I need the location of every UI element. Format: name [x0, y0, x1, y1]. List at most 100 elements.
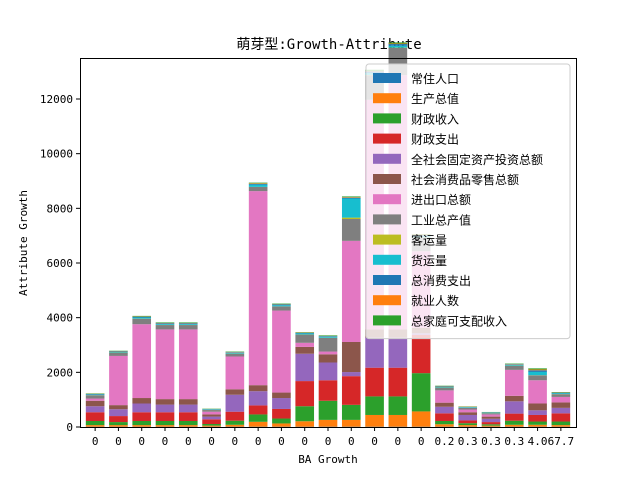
- bar-segment: [458, 425, 478, 427]
- legend-label: 工业总产值: [411, 212, 471, 227]
- bar-segment: [85, 394, 105, 396]
- bar-segment: [318, 351, 338, 355]
- x-tick-label: 0: [255, 435, 262, 448]
- bar-segment: [248, 391, 268, 406]
- bar-segment: [248, 184, 268, 187]
- bar-segment: [132, 316, 152, 318]
- bar-segment: [109, 425, 128, 427]
- bar-segment: [528, 421, 547, 425]
- bar-segment: [341, 217, 361, 219]
- bar-segment: [551, 394, 571, 397]
- bar-segment: [504, 364, 524, 365]
- bar-segment: [481, 422, 501, 425]
- y-tick-label: 8000: [47, 202, 74, 215]
- bar-segment: [388, 337, 408, 368]
- bar-segment: [341, 419, 361, 427]
- bar-segment: [365, 367, 384, 397]
- bar-segment: [132, 324, 152, 399]
- x-tick-label: 0: [208, 435, 215, 448]
- bar-segment: [341, 240, 361, 342]
- x-tick-label: 0.3: [458, 435, 478, 448]
- bar-segment: [248, 421, 268, 427]
- bar-segment: [109, 405, 128, 410]
- legend-swatch: [373, 113, 401, 124]
- x-tick-label: 0: [371, 435, 378, 448]
- bar-segment: [248, 405, 268, 415]
- bar-segment: [295, 334, 315, 343]
- bar-segment: [458, 412, 478, 415]
- legend-swatch: [373, 194, 401, 205]
- bar-segment: [248, 183, 268, 185]
- bar-segment: [458, 420, 478, 424]
- bar-segment: [248, 182, 268, 184]
- bar-segment: [318, 335, 338, 336]
- bar-segment: [411, 334, 431, 374]
- bar-segment: [504, 364, 524, 366]
- bar-segment: [202, 416, 221, 420]
- legend-label: 总家庭可支配收入: [411, 313, 507, 328]
- bar-segment: [435, 386, 454, 387]
- bar-segment: [272, 398, 291, 409]
- x-axis-label: BA Growth: [298, 453, 358, 466]
- legend: 常住人口生产总值财政收入财政支出全社会固定资产投资总额社会消费品零售总额进出口总…: [365, 63, 571, 340]
- bar-segment: [272, 306, 291, 311]
- legend-swatch: [373, 254, 401, 265]
- bar-segment: [225, 352, 245, 353]
- y-tick-label: 6000: [47, 257, 74, 270]
- bar-segment: [435, 406, 454, 414]
- x-axis: 0 0 0 0 0 0 0 0 0 0 0 0 0 0 0 0.2 0.3 0.3 0.3 4.0 67.7: [92, 427, 574, 448]
- x-tick-label: 0: [115, 435, 122, 448]
- legend-swatch: [373, 234, 401, 245]
- bar-segment: [551, 421, 571, 426]
- chart-title: 萌芽型:Growth-Attribute: [236, 37, 421, 53]
- bar-segment: [132, 425, 152, 427]
- x-tick-label: 0: [301, 435, 308, 448]
- x-tick-label: 0: [92, 435, 99, 448]
- bar-segment: [272, 423, 291, 427]
- bar-segment: [318, 336, 338, 337]
- bar-segment: [295, 421, 315, 427]
- bar-segment: [341, 376, 361, 405]
- bar-segment: [225, 356, 245, 390]
- bar-segment: [435, 386, 454, 388]
- bar-segment: [202, 425, 221, 427]
- bar-segment: [178, 404, 198, 413]
- bar-segment: [318, 337, 338, 352]
- bar-segment: [388, 44, 408, 46]
- bar-segment: [551, 402, 571, 408]
- bar-segment: [85, 395, 105, 399]
- bar-segment: [202, 409, 221, 410]
- bar-segment: [365, 414, 384, 427]
- bar-segment: [272, 310, 291, 393]
- legend-label: 就业人数: [411, 293, 459, 308]
- bar-segment: [551, 392, 571, 394]
- bar-segment: [132, 317, 152, 319]
- bar-segment: [109, 351, 128, 352]
- bar-segment: [132, 412, 152, 421]
- legend-label: 财政收入: [411, 112, 459, 126]
- legend-label: 常住人口: [411, 72, 459, 86]
- bar-segment: [85, 400, 105, 407]
- x-tick-label: 0.3: [481, 435, 501, 448]
- bar-segment: [155, 322, 175, 323]
- bar-segment: [109, 352, 128, 356]
- bar-segment: [295, 353, 315, 382]
- legend-label: 客运量: [411, 233, 447, 248]
- bar-segment: [225, 353, 245, 357]
- bar-segment: [318, 354, 338, 363]
- bar-segment: [341, 197, 361, 198]
- bar-segment: [85, 412, 105, 421]
- legend-swatch: [373, 153, 401, 164]
- bar-segment: [388, 414, 408, 427]
- bar-segment: [155, 325, 175, 330]
- legend-swatch: [373, 295, 401, 306]
- bar-segment: [528, 414, 547, 422]
- bar-segment: [365, 396, 384, 415]
- y-tick-label: 2000: [47, 366, 74, 379]
- series-3: [85, 334, 571, 425]
- bar-segment: [178, 322, 198, 323]
- bar-segment: [295, 406, 315, 422]
- bar-segment: [528, 370, 547, 372]
- bar-segment: [388, 45, 408, 48]
- bar-segment: [504, 420, 524, 425]
